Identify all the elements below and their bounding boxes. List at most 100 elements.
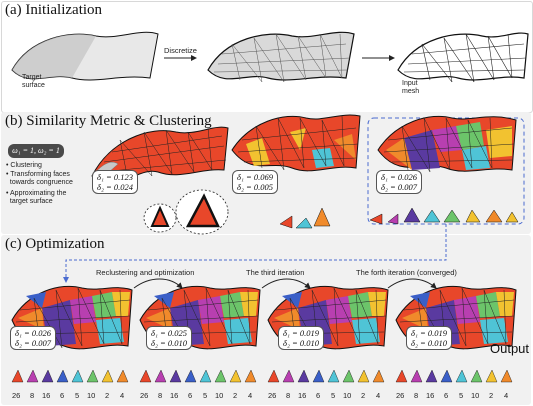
delta2-value: δ₂ = 0.024	[97, 182, 134, 192]
metric-box-b2: δ₁ = 0.069 δ₂ = 0.005	[232, 170, 279, 194]
cluster-count: 16	[298, 391, 307, 400]
section-c-title: (c) Optimization	[5, 236, 105, 252]
bullet-congruence: • Transforming faces towards congruence	[6, 171, 73, 186]
cluster-face-6	[86, 369, 99, 383]
cluster-patch-5	[496, 292, 514, 316]
cluster-face-5	[71, 369, 84, 383]
delta2-value: δ₂ = 0.005	[237, 182, 274, 192]
cluster-patch-2	[70, 296, 96, 324]
cluster-count: 2	[489, 391, 494, 400]
cluster-patch-5	[368, 292, 386, 316]
section-b-title: (b) Similarity Metric & Clustering	[5, 113, 212, 129]
cluster-face-7	[229, 369, 242, 383]
cluster-count: 4	[376, 391, 381, 400]
cluster-mesh-2	[231, 114, 361, 172]
cluster-count: 26	[268, 391, 277, 400]
cluster-face-2	[410, 369, 423, 383]
discretize-label: Discretize	[164, 46, 197, 55]
cluster-count: 8	[158, 391, 163, 400]
delta1-value: δ₁ = 0.025	[151, 328, 188, 338]
cluster-count: 6	[188, 391, 193, 400]
target-surface-label: Target surface	[22, 74, 45, 89]
cluster-patch-5	[112, 292, 130, 316]
cluster-count: 5	[459, 391, 464, 400]
metric-box-c2: δ₁ = 0.025 δ₂ = 0.010	[146, 326, 193, 350]
cluster-count: 2	[361, 391, 366, 400]
cluster-patch-3	[92, 292, 116, 318]
continue-connector	[63, 224, 447, 283]
input-mesh	[397, 32, 529, 83]
cluster-face-6	[470, 369, 483, 383]
input-mesh-label: Input mesh	[402, 80, 420, 95]
cluster-face-3	[425, 369, 438, 383]
delta1-value: δ₁ = 0.069	[237, 172, 274, 182]
cluster-face-2	[282, 369, 295, 383]
cluster-patch-7	[26, 292, 46, 308]
delta1-value: δ₁ = 0.019	[411, 328, 448, 338]
cluster-face-8	[116, 369, 129, 383]
cluster-count: 16	[426, 391, 435, 400]
cluster-face-1	[139, 369, 152, 383]
cluster-mesh-3	[377, 115, 517, 173]
face-detail-circles	[143, 189, 229, 235]
cluster-patch-3	[348, 292, 372, 318]
cluster-face-6	[342, 369, 355, 383]
cluster-face-5	[199, 369, 212, 383]
third-iteration-label: The third iteration	[246, 268, 305, 277]
cluster-count: 10	[215, 391, 224, 400]
discretized-surface	[207, 31, 355, 83]
cluster-count: 16	[42, 391, 51, 400]
cluster-patch-4	[352, 318, 380, 344]
cluster-face-2	[26, 369, 39, 383]
optimization-cluster-faces	[11, 369, 513, 383]
cluster-count: 6	[316, 391, 321, 400]
cluster-face-3	[41, 369, 54, 383]
cluster-count: 8	[30, 391, 35, 400]
delta1-value: δ₁ = 0.019	[283, 328, 320, 338]
cluster-patch-7	[154, 292, 174, 308]
recluster-label: Reclustering and optimization	[96, 268, 195, 277]
iteration-arrow-2	[261, 278, 311, 289]
output-label: Output	[490, 341, 530, 356]
delta2-value: δ₂ = 0.010	[411, 338, 448, 348]
bullet-clustering: • Clustering	[6, 162, 42, 169]
cluster-face-6	[214, 369, 227, 383]
target-surface	[11, 31, 159, 81]
cluster-patch-3	[476, 292, 500, 318]
cluster-count: 4	[120, 391, 125, 400]
metric-box-c1: δ₁ = 0.026 δ₂ = 0.007	[10, 326, 57, 350]
cluster-face-5	[455, 369, 468, 383]
cluster-patch-4	[224, 318, 252, 344]
cluster-count: 26	[140, 391, 149, 400]
cluster-face-7	[357, 369, 370, 383]
delta2-value: δ₂ = 0.010	[283, 338, 320, 348]
cluster-face-3	[169, 369, 182, 383]
cluster-count: 16	[170, 391, 179, 400]
cluster-patch-3	[220, 292, 244, 318]
cluster-face-8	[372, 369, 385, 383]
iteration-arrow-3	[387, 278, 437, 289]
cluster-count: 5	[331, 391, 336, 400]
cluster-count: 10	[471, 391, 480, 400]
cluster-patch-7	[282, 292, 302, 308]
delta1-value: δ₁ = 0.026	[381, 172, 418, 182]
delta2-value: δ₂ = 0.010	[151, 338, 188, 348]
cluster-patch-2	[198, 296, 224, 324]
cluster-count: 6	[444, 391, 449, 400]
cluster-face-1	[11, 369, 24, 383]
cluster-face-4	[312, 369, 325, 383]
delta2-value: δ₂ = 0.007	[15, 338, 52, 348]
cluster-face-8	[500, 369, 513, 383]
metric-box-b1: δ₁ = 0.123 δ₂ = 0.024	[92, 170, 139, 194]
cluster-face-2	[154, 369, 167, 383]
cluster-face-1	[395, 369, 408, 383]
cluster-count: 10	[343, 391, 352, 400]
cluster-count: 4	[248, 391, 253, 400]
cluster-count: 6	[60, 391, 65, 400]
cluster-patch-4	[96, 318, 124, 344]
cluster-face-7	[101, 369, 114, 383]
cluster-patch-4	[480, 318, 508, 344]
delta2-value: δ₂ = 0.007	[381, 182, 418, 192]
cluster-patch-2	[326, 296, 352, 324]
